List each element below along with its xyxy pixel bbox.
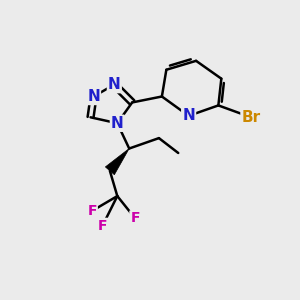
Text: Br: Br bbox=[242, 110, 261, 125]
Polygon shape bbox=[105, 148, 129, 175]
Text: F: F bbox=[87, 204, 97, 218]
Text: N: N bbox=[182, 108, 195, 123]
Text: F: F bbox=[130, 212, 140, 225]
Text: N: N bbox=[108, 77, 121, 92]
Text: F: F bbox=[98, 219, 107, 233]
Text: N: N bbox=[87, 89, 100, 104]
Text: N: N bbox=[111, 116, 124, 131]
